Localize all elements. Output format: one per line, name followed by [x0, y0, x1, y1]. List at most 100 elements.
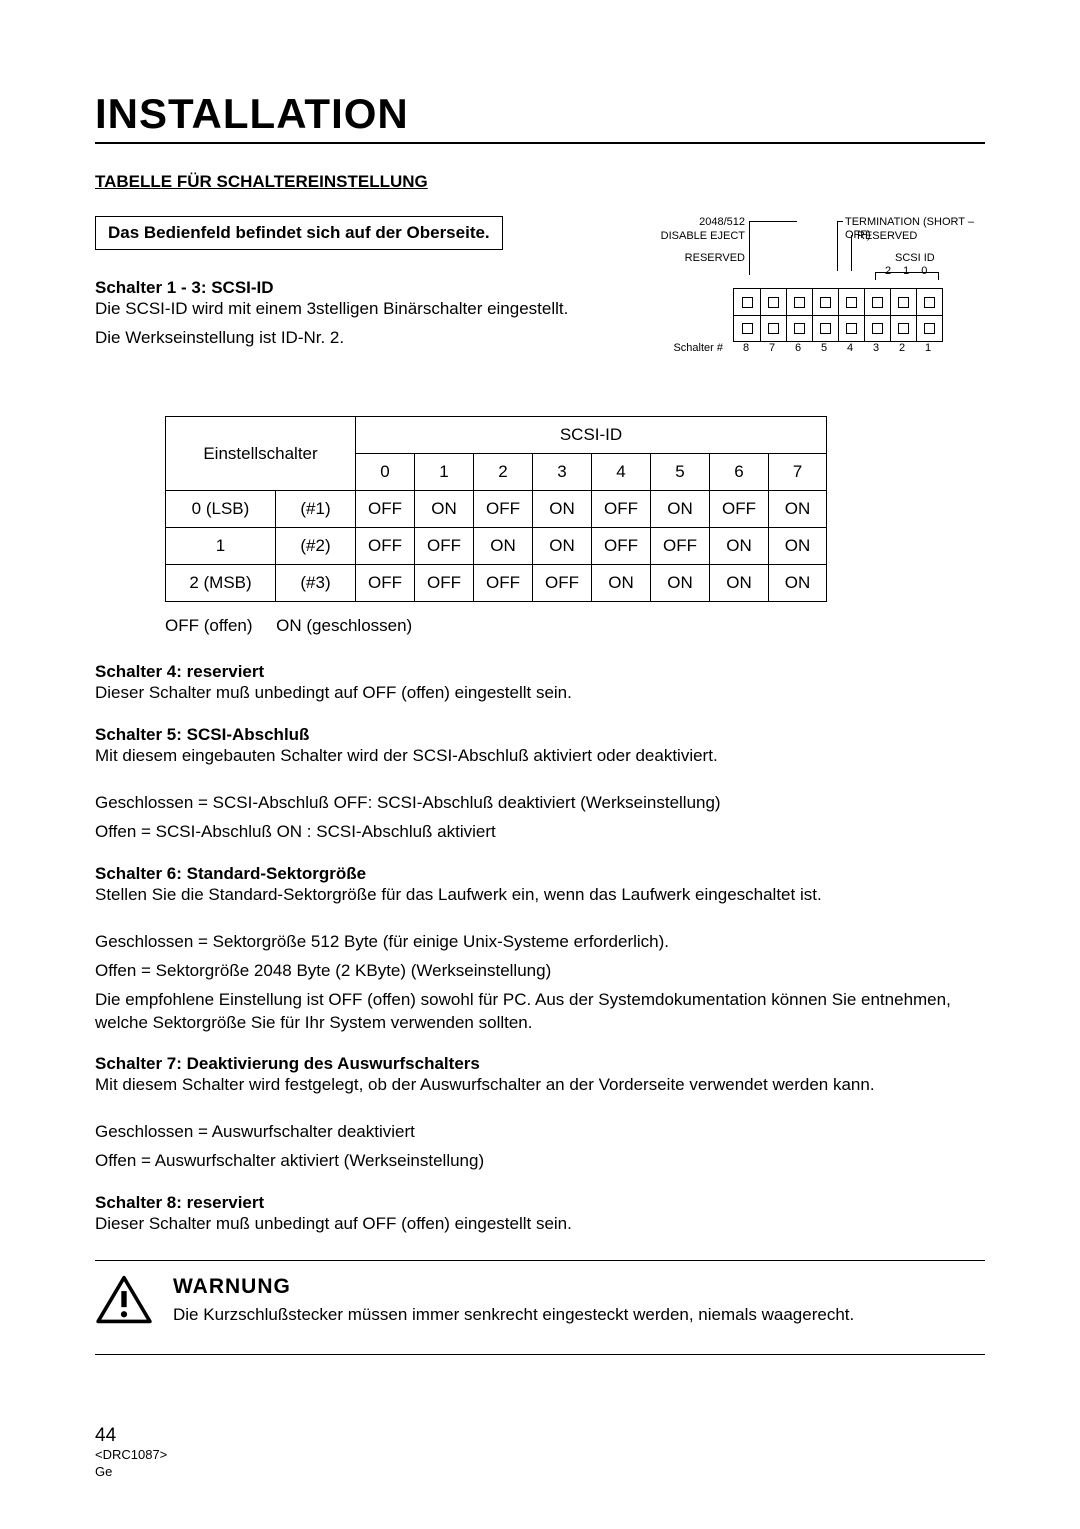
table-legend: OFF (offen) ON (geschlossen)	[165, 616, 985, 636]
switch-box	[733, 282, 943, 342]
table-col: 6	[710, 454, 769, 491]
diag-line	[851, 235, 853, 271]
switch-cell	[864, 315, 890, 341]
sec6-line2: Geschlossen = Sektorgröße 512 Byte (für …	[95, 931, 985, 954]
footer-code: <DRC1087>	[95, 1447, 985, 1464]
switch-cell	[838, 289, 864, 315]
switch-cell	[786, 315, 812, 341]
table-rownum: (#1)	[276, 491, 356, 528]
diagram-column: 2048/512 DISABLE EJECT RESERVED TERMINAT…	[625, 216, 985, 386]
diag-label-reserved: RESERVED	[625, 252, 745, 265]
sec7-heading: Schalter 7: Deaktivierung des Auswurfsch…	[95, 1054, 985, 1074]
scsi-table-wrap: Einstellschalter SCSI-ID 0 1 2 3 4 5 6 7…	[165, 416, 985, 602]
page-title: INSTALLATION	[95, 90, 985, 144]
legend-on: ON (geschlossen)	[276, 616, 412, 635]
table-cell: OFF	[415, 565, 474, 602]
switch-cell	[786, 289, 812, 315]
table-rownum: (#2)	[276, 528, 356, 565]
warning-title: WARNUNG	[173, 1275, 854, 1299]
diag-label-reserved2: RESERVED	[857, 230, 917, 243]
table-cell: ON	[651, 491, 710, 528]
table-cell: OFF	[356, 565, 415, 602]
table-col: 4	[592, 454, 651, 491]
table-cell: OFF	[710, 491, 769, 528]
sec7-line1: Mit diesem Schalter wird festgelegt, ob …	[95, 1074, 985, 1097]
table-cell: OFF	[592, 528, 651, 565]
switch-cell	[760, 289, 786, 315]
diag-label-2048: 2048/512	[625, 216, 745, 229]
diag-bottom-num: 2	[889, 342, 915, 355]
table-rownum: (#3)	[276, 565, 356, 602]
sec6-line1: Stellen Sie die Standard-Sektorgröße für…	[95, 884, 985, 907]
sec6-heading: Schalter 6: Standard-Sektorgröße	[95, 864, 985, 884]
table-header-scsiid: SCSI-ID	[356, 417, 827, 454]
switch-cell	[760, 315, 786, 341]
switch-cell	[812, 315, 838, 341]
left-column: Das Bedienfeld befindet sich auf der Obe…	[95, 216, 625, 356]
switch-cell	[890, 315, 916, 341]
divider	[95, 1354, 985, 1355]
sec4-heading: Schalter 4: reserviert	[95, 662, 985, 682]
table-cell: OFF	[415, 528, 474, 565]
table-cell: ON	[769, 491, 827, 528]
table-header-einstell: Einstellschalter	[166, 417, 356, 491]
legend-off: OFF (offen)	[165, 616, 253, 635]
switch-cell	[734, 315, 760, 341]
top-row: Das Bedienfeld befindet sich auf der Obe…	[95, 216, 985, 386]
table-cell: OFF	[651, 528, 710, 565]
table-row: 1 (#2) OFF OFF ON ON OFF OFF ON ON	[166, 528, 827, 565]
table-cell: OFF	[474, 491, 533, 528]
switch-cell	[916, 289, 942, 315]
diag-bottom-num: 7	[759, 342, 785, 355]
sec1-line2: Die Werkseinstellung ist ID-Nr. 2.	[95, 327, 605, 350]
diag-bottom-num: 5	[811, 342, 837, 355]
page-footer: 44 <DRC1087> Ge	[95, 1425, 985, 1481]
sec5-line3: Offen = SCSI-Abschluß ON : SCSI-Abschluß…	[95, 821, 985, 844]
section-7: Schalter 7: Deaktivierung des Auswurfsch…	[95, 1054, 985, 1173]
table-cell: OFF	[592, 491, 651, 528]
divider	[95, 1260, 985, 1261]
table-rowlabel: 2 (MSB)	[166, 565, 276, 602]
sec7-line2: Geschlossen = Auswurfschalter deaktivier…	[95, 1121, 985, 1144]
sec8-line1: Dieser Schalter muß unbedingt auf OFF (o…	[95, 1213, 985, 1236]
table-row: 2 (MSB) (#3) OFF OFF OFF OFF ON ON ON ON	[166, 565, 827, 602]
table-cell: ON	[651, 565, 710, 602]
table-col: 0	[356, 454, 415, 491]
table-cell: ON	[769, 528, 827, 565]
table-cell: ON	[769, 565, 827, 602]
scsi-table: Einstellschalter SCSI-ID 0 1 2 3 4 5 6 7…	[165, 416, 827, 602]
table-cell: ON	[533, 528, 592, 565]
sec5-line1: Mit diesem eingebauten Schalter wird der…	[95, 745, 985, 768]
sec6-line4: Die empfohlene Einstellung ist OFF (offe…	[95, 989, 985, 1035]
table-cell: OFF	[356, 491, 415, 528]
sec5-line2: Geschlossen = SCSI-Abschluß OFF: SCSI-Ab…	[95, 792, 985, 815]
sec8-heading: Schalter 8: reserviert	[95, 1193, 985, 1213]
diag-bottom-num: 8	[733, 342, 759, 355]
sec6-line3: Offen = Sektorgröße 2048 Byte (2 KByte) …	[95, 960, 985, 983]
page: INSTALLATION TABELLE FÜR SCHALTEREINSTEL…	[0, 0, 1080, 1521]
warning-body: WARNUNG Die Kurzschlußstecker müssen imm…	[173, 1275, 854, 1325]
diag-bottom-num: 1	[915, 342, 941, 355]
switch-diagram: 2048/512 DISABLE EJECT RESERVED TERMINAT…	[625, 216, 985, 386]
diag-line	[749, 257, 771, 275]
section-4: Schalter 4: reserviert Dieser Schalter m…	[95, 662, 985, 705]
warning-icon	[95, 1275, 153, 1330]
table-col: 2	[474, 454, 533, 491]
table-row: 0 (LSB) (#1) OFF ON OFF ON OFF ON OFF ON	[166, 491, 827, 528]
table-rowlabel: 0 (LSB)	[166, 491, 276, 528]
diag-bottom-num: 3	[863, 342, 889, 355]
table-col: 3	[533, 454, 592, 491]
switch-cell	[890, 289, 916, 315]
table-cell: OFF	[356, 528, 415, 565]
switch-cell	[812, 289, 838, 315]
sec5-heading: Schalter 5: SCSI-Abschluß	[95, 725, 985, 745]
switch-cell	[734, 289, 760, 315]
table-cell: ON	[710, 528, 769, 565]
table-rowlabel: 1	[166, 528, 276, 565]
table-col: 5	[651, 454, 710, 491]
table-col: 1	[415, 454, 474, 491]
table-cell: ON	[474, 528, 533, 565]
switch-cell	[864, 289, 890, 315]
sec1-line1: Die SCSI-ID wird mit einem 3stelligen Bi…	[95, 298, 605, 321]
section-8: Schalter 8: reserviert Dieser Schalter m…	[95, 1193, 985, 1236]
